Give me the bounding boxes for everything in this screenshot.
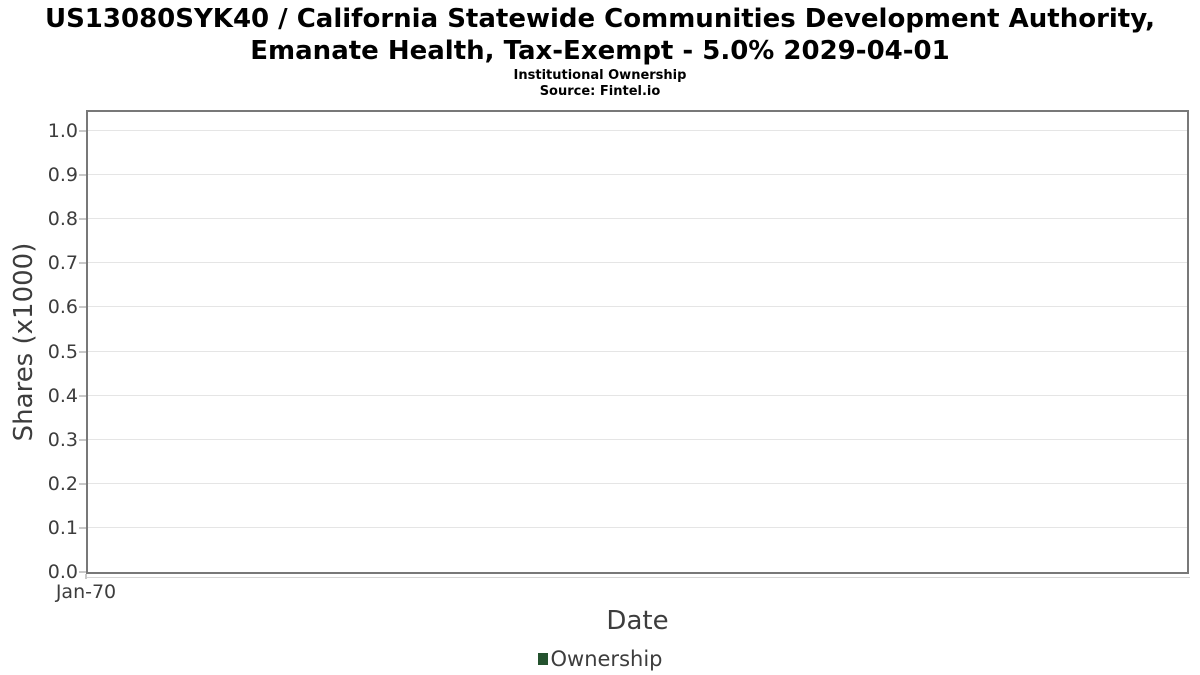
chart-title-line1: US13080SYK40 / California Statewide Comm… (44, 4, 1156, 34)
gridline-horizontal (88, 350, 1187, 352)
legend: Ownership (0, 645, 1200, 673)
gridline-horizontal (88, 394, 1187, 396)
legend-swatch-icon (537, 653, 548, 665)
y-tick-label: 0.1 (47, 516, 78, 539)
y-tick-label: 0.8 (47, 208, 78, 231)
gridline-horizontal (88, 438, 1187, 440)
x-tick-label: Jan-70 (55, 581, 117, 603)
chart-title-line2: Emanate Health, Tax-Exempt - 5.0% 2029-0… (250, 36, 950, 66)
gridline-horizontal (88, 218, 1187, 220)
x-axis-labels: Jan-70 (56, 581, 1189, 605)
x-tick-mark (85, 574, 87, 579)
y-axis-labels: 1.0 0.9 0.8 0.7 0.6 0.5 0.4 0.3 0.2 0.1 0.0 (0, 112, 78, 583)
y-tick-mark (79, 174, 86, 177)
y-tick-mark (79, 526, 86, 529)
x-axis-subline (86, 577, 1190, 578)
y-tick-label: 0.6 (47, 296, 78, 319)
gridline-horizontal (88, 262, 1187, 264)
chart-source: Source: Fintel.io (539, 84, 661, 99)
y-tick-mark (79, 438, 86, 441)
y-tick-label: 0.3 (47, 428, 78, 451)
plot-area (86, 110, 1189, 574)
y-tick-mark (79, 482, 86, 485)
gridline-horizontal (88, 174, 1187, 176)
legend-item[interactable]: Ownership (537, 646, 663, 672)
y-tick-label: 0.9 (47, 164, 78, 187)
y-tick-mark (79, 218, 86, 221)
y-tick-label: 0.7 (47, 252, 78, 275)
y-tick-mark (79, 571, 86, 573)
y-tick-label: 0.5 (47, 340, 78, 363)
gridline-horizontal (88, 130, 1187, 131)
x-axis-title: Date (606, 606, 669, 636)
y-tick-mark (79, 262, 86, 265)
chart-subtitle: Institutional Ownership (513, 68, 687, 83)
gridline-horizontal (88, 482, 1187, 484)
y-tick-label: 0.4 (47, 384, 78, 407)
gridline-horizontal (88, 306, 1187, 308)
legend-item-label: Ownership (550, 647, 663, 671)
y-tick-mark (79, 306, 86, 309)
y-tick-label: 0.0 (47, 561, 78, 583)
y-tick-mark (79, 394, 86, 397)
y-axis-ticks (79, 112, 86, 573)
y-tick-label: 1.0 (47, 120, 78, 142)
gridline-horizontal (88, 526, 1187, 528)
y-tick-label: 0.2 (47, 472, 78, 495)
y-tick-mark (79, 350, 86, 353)
x-axis-ticks (85, 574, 1188, 579)
y-tick-mark (79, 130, 86, 132)
